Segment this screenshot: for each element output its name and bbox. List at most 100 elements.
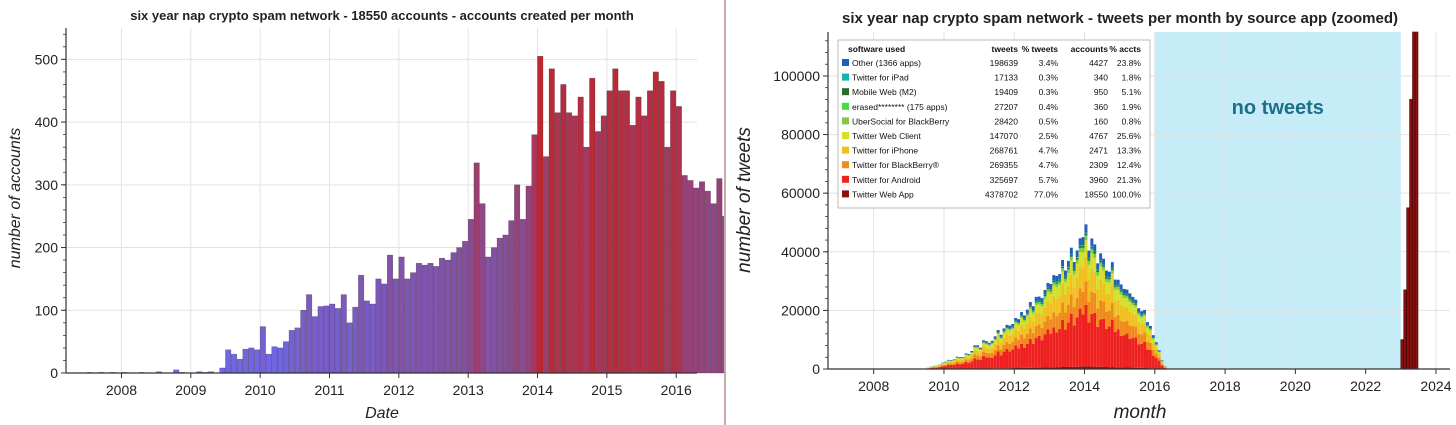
- stack-segment: [1058, 282, 1062, 285]
- stack-segment: [955, 358, 959, 360]
- stack-segment: [1151, 337, 1155, 338]
- stack-segment: [946, 361, 950, 364]
- stack-segment: [1096, 263, 1100, 270]
- stack-segment: [1099, 253, 1103, 261]
- stack-segment: [1146, 326, 1149, 328]
- stack-segment: [1122, 288, 1126, 294]
- stack-segment: [1113, 289, 1117, 301]
- stack-segment: [1093, 244, 1097, 252]
- legend-header: tweets: [992, 44, 1019, 54]
- legend: software used tweets% tweets accounts% acc…: [837, 39, 1151, 209]
- stack-segment: [1151, 338, 1155, 340]
- stack-segment: [993, 339, 997, 341]
- stack-segment: [1128, 325, 1132, 339]
- stack-segment: [993, 355, 997, 369]
- stack-segment: [949, 363, 953, 365]
- stack-segment: [1102, 270, 1106, 283]
- x-tick-label: 2010: [928, 378, 959, 394]
- stack-segment: [982, 355, 985, 369]
- bar: [560, 84, 567, 374]
- stack-segment: [1058, 284, 1062, 297]
- bar: [514, 184, 521, 374]
- stack-segment: [1028, 367, 1032, 369]
- stack-segment: [1084, 237, 1088, 241]
- stack-segment: [1110, 268, 1114, 271]
- stack-segment: [1072, 270, 1076, 273]
- stack-segment: [1081, 245, 1085, 248]
- stack-segment: [1037, 302, 1041, 305]
- stack-segment: [1107, 277, 1111, 280]
- stack-segment: [1087, 260, 1091, 263]
- stack-segment: [1151, 343, 1155, 350]
- stack-segment: [993, 340, 997, 344]
- stack-segment: [1002, 344, 1006, 352]
- legend-value: 100.0%: [1112, 189, 1141, 199]
- legend-value: 5.7%: [1039, 175, 1059, 185]
- stack-segment: [1090, 246, 1094, 247]
- bar: [317, 306, 324, 374]
- stack-segment: [1105, 367, 1108, 369]
- stack-segment: [1049, 290, 1053, 293]
- stack-segment: [946, 363, 950, 366]
- stack-segment: [1084, 256, 1088, 282]
- stack-segment: [970, 352, 974, 356]
- stack-segment: [1099, 264, 1103, 267]
- stack-segment: [1008, 329, 1012, 330]
- y-tick-label: 500: [35, 51, 59, 67]
- y-tick-label: 20000: [781, 302, 820, 318]
- bar: [508, 220, 515, 374]
- stack-segment: [1116, 289, 1120, 300]
- stack-segment: [1143, 341, 1147, 368]
- stack-segment: [1146, 349, 1149, 369]
- stack-segment: [1137, 312, 1141, 314]
- stack-segment: [935, 367, 939, 368]
- stack-segment: [1043, 321, 1047, 335]
- stack-segment: [1025, 314, 1029, 316]
- stack-segment: [1049, 293, 1053, 305]
- y-tick-label: 40000: [781, 244, 820, 260]
- bar: [519, 219, 526, 374]
- stack-segment: [1064, 282, 1067, 295]
- legend-value: 0.3%: [1039, 87, 1059, 97]
- bar: [456, 247, 463, 374]
- stack-segment: [946, 360, 950, 362]
- stack-segment: [1116, 299, 1120, 316]
- stack-segment: [1069, 313, 1073, 367]
- stack-segment: [1081, 249, 1085, 253]
- stack-segment: [1113, 367, 1117, 369]
- stack-segment: [961, 357, 965, 358]
- stack-segment: [1087, 250, 1091, 258]
- stack-segment: [1061, 266, 1065, 267]
- stack-segment: [990, 340, 994, 343]
- stack-segment: [1037, 367, 1041, 369]
- stack-segment: [1137, 315, 1141, 323]
- stack-segment: [1011, 334, 1015, 342]
- stack-segment: [987, 348, 991, 354]
- web-app-bar: [1409, 99, 1413, 370]
- bar: [410, 272, 417, 374]
- stack-segment: [976, 350, 980, 356]
- stack-segment: [1128, 367, 1132, 369]
- stack-segment: [1122, 321, 1126, 336]
- stack-segment: [1119, 305, 1123, 321]
- legend-label: Twitter for iPad: [852, 73, 909, 83]
- legend-value: 3.4%: [1039, 58, 1059, 68]
- stack-segment: [967, 363, 971, 369]
- stack-segment: [1105, 282, 1108, 295]
- stack-segment: [1148, 349, 1152, 369]
- stack-segment: [1031, 343, 1035, 368]
- stack-segment: [1034, 338, 1038, 368]
- stack-segment: [1037, 301, 1041, 303]
- legend-value: 12.4%: [1117, 160, 1142, 170]
- stack-segment: [990, 357, 994, 369]
- stack-segment: [1093, 257, 1097, 272]
- stack-segment: [1140, 324, 1144, 335]
- stack-segment: [935, 366, 939, 368]
- legend-label: Twitter for iPhone: [852, 146, 918, 156]
- stack-segment: [1028, 328, 1032, 339]
- bar: [612, 68, 619, 374]
- stack-segment: [1090, 313, 1094, 367]
- x-tick-label: 2024: [1420, 378, 1451, 394]
- stack-segment: [1069, 260, 1073, 275]
- legend-value: 2309: [1089, 160, 1108, 170]
